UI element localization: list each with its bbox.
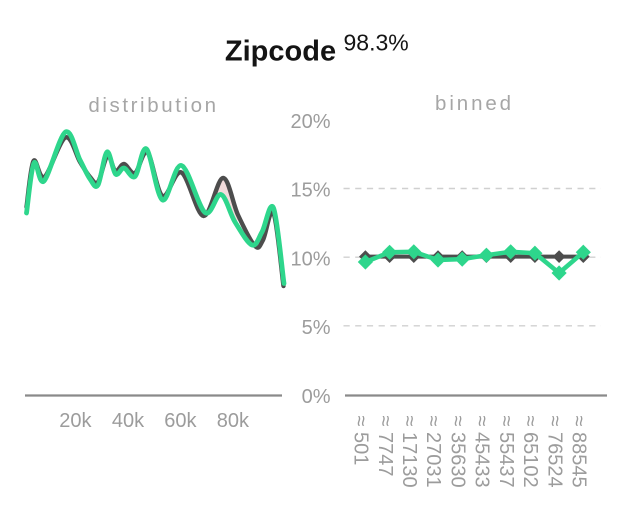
svg-text:60k: 60k [164,410,197,432]
svg-text:≈ 7747: ≈ 7747 [374,416,396,477]
svg-text:≈ 17130: ≈ 17130 [398,416,420,488]
svg-text:binned: binned [435,92,514,115]
svg-text:≈ 27031: ≈ 27031 [422,416,444,488]
svg-text:5%: 5% [302,317,331,339]
svg-text:15%: 15% [290,180,330,202]
svg-text:≈ 65102: ≈ 65102 [519,416,541,488]
svg-text:distribution: distribution [88,94,218,117]
svg-text:20%: 20% [290,111,330,133]
svg-text:10%: 10% [290,248,330,270]
svg-text:Zipcode: Zipcode [225,36,336,68]
svg-text:20k: 20k [59,410,92,432]
svg-text:≈ 501: ≈ 501 [350,416,372,466]
svg-text:98.3%: 98.3% [344,30,409,56]
svg-text:≈ 88545: ≈ 88545 [568,416,590,488]
svg-text:≈ 55437: ≈ 55437 [495,416,517,488]
svg-text:≈ 35630: ≈ 35630 [446,416,468,488]
svg-text:40k: 40k [112,410,145,432]
svg-text:0%: 0% [302,386,331,408]
svg-text:80k: 80k [217,410,250,432]
svg-text:≈ 76524: ≈ 76524 [543,416,565,488]
svg-text:≈ 45433: ≈ 45433 [471,416,493,488]
